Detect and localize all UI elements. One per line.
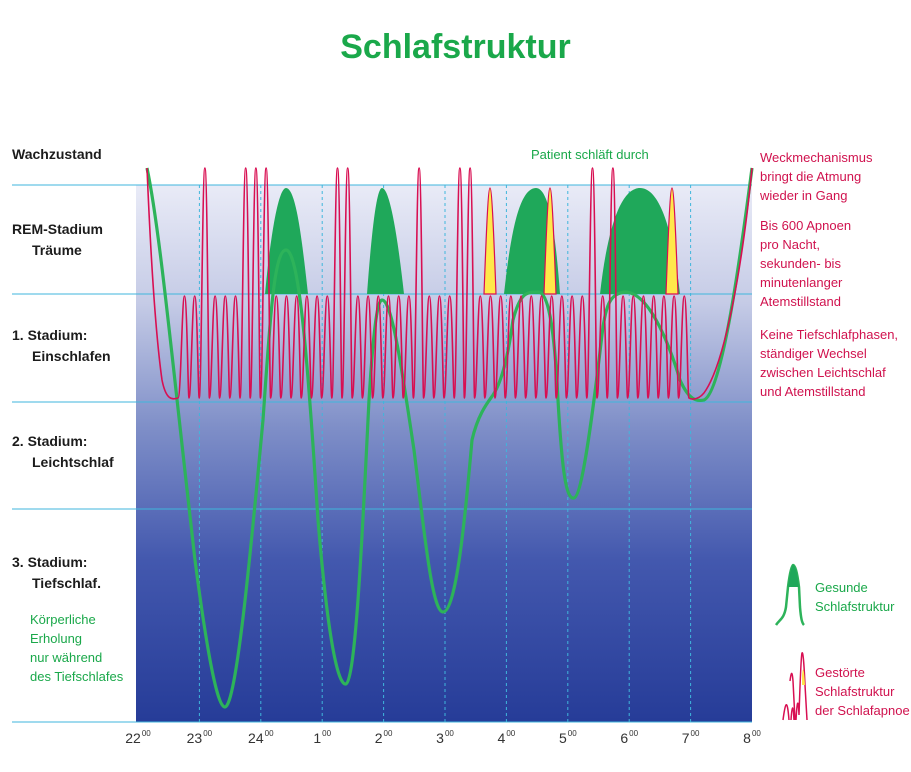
legend-disturbed-label: Gestörte Schlafstruktur der Schlafapnoe xyxy=(815,665,910,718)
time-tick-hour: 23 xyxy=(186,730,203,746)
patient-sleeps-label: Patient schläft durch xyxy=(531,147,649,162)
apnea-count-note: Bis 600 Apnoen pro Nacht, sekunden- bis … xyxy=(760,218,852,309)
apnea-yellow-peak xyxy=(665,187,679,295)
time-tick-hour: 4 xyxy=(497,730,506,746)
time-tick-hour: 24 xyxy=(248,730,264,746)
time-tick-hour: 3 xyxy=(436,730,444,746)
time-tick-hour: 7 xyxy=(681,730,690,746)
time-tick-minutes: 00 xyxy=(751,729,761,738)
time-tick-minutes: 00 xyxy=(322,729,332,738)
rem-phase-fills xyxy=(265,188,680,294)
time-tick-minutes: 00 xyxy=(690,729,700,738)
apnea-yellow-peak xyxy=(483,187,497,295)
time-tick-label: 300 xyxy=(436,729,454,746)
time-tick-hour: 5 xyxy=(558,730,567,746)
time-tick-minutes: 00 xyxy=(203,729,213,738)
wake-mechanism-note: Weckmechanismus bringt die Atmung wieder… xyxy=(760,150,873,203)
page-title: Schlafstruktur xyxy=(340,28,571,66)
rem-phase-fill xyxy=(367,188,404,294)
time-tick-label: 200 xyxy=(375,729,393,746)
time-tick-minutes: 00 xyxy=(444,729,454,738)
time-tick-hour: 1 xyxy=(313,730,322,746)
time-tick-label: 700 xyxy=(682,729,700,746)
time-tick-minutes: 00 xyxy=(264,729,274,738)
time-tick-label: 2300 xyxy=(187,729,212,746)
time-tick-label: 600 xyxy=(620,729,638,746)
time-tick-hour: 2 xyxy=(374,730,383,746)
time-tick-minutes: 00 xyxy=(506,729,516,738)
time-tick-hour: 22 xyxy=(125,730,141,746)
legend-disturbed-icon xyxy=(782,652,808,721)
time-tick-hour: 8 xyxy=(743,730,751,746)
stage-label-2: 2. Stadium: Leichtschlaf xyxy=(12,433,114,470)
time-tick-label: 400 xyxy=(498,729,516,746)
time-tick-label: 2400 xyxy=(248,729,273,746)
healthy-sleep-curve xyxy=(145,167,754,709)
legend-healthy-icon xyxy=(774,563,805,626)
time-tick-hour: 6 xyxy=(620,730,629,746)
legend-healthy-label: Gesunde Schlafstruktur xyxy=(815,580,895,614)
no-deep-sleep-note: Keine Tiefschlafphasen, ständiger Wechse… xyxy=(760,327,899,399)
apnea-yellow-peak xyxy=(543,187,557,295)
time-tick-minutes: 00 xyxy=(383,729,393,738)
time-tick-label: 500 xyxy=(559,729,577,746)
stage-label-wake: Wachzustand xyxy=(12,146,102,162)
apnea-yellow-fills xyxy=(483,187,679,295)
rem-phase-fill xyxy=(600,188,680,294)
time-tick-minutes: 00 xyxy=(141,729,151,738)
stage-label-1: 1. Stadium: Einschlafen xyxy=(12,327,111,364)
stage-label-rem: REM-Stadium Träume xyxy=(12,221,103,258)
time-tick-minutes: 00 xyxy=(567,729,577,738)
time-tick-label: 2200 xyxy=(125,729,150,746)
time-tick-label: 100 xyxy=(313,729,331,746)
stage-label-3: 3. Stadium: Tiefschlaf. xyxy=(12,554,101,591)
time-tick-label: 800 xyxy=(743,729,761,746)
time-tick-minutes: 00 xyxy=(629,729,639,738)
deep-sleep-note: Körperliche Erholung nur während des Tie… xyxy=(30,612,124,684)
apnea-sleep-curve xyxy=(146,167,753,400)
